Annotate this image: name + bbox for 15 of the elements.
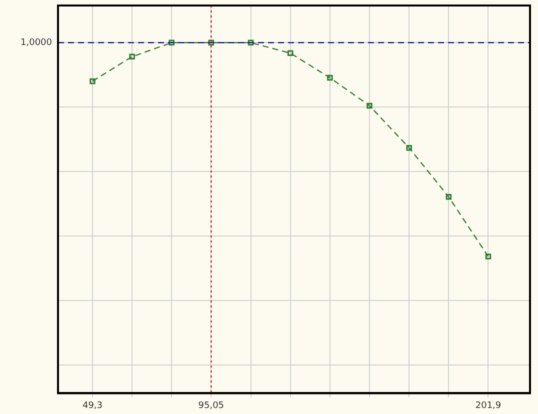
point: [366, 102, 372, 109]
x-tick-label: 49,3: [82, 400, 103, 411]
ref-line-label: 1,0000: [20, 38, 52, 48]
point: [288, 50, 294, 56]
point: [129, 54, 135, 60]
x-tick-label: 95,05: [198, 400, 224, 411]
x-tick-label: 201,9: [475, 400, 502, 411]
point: [485, 254, 492, 260]
point: [168, 40, 175, 46]
point: [90, 78, 96, 84]
point: [406, 144, 412, 151]
point: [446, 194, 452, 200]
point: [327, 74, 333, 81]
point: [208, 40, 214, 46]
point: [248, 40, 254, 46]
